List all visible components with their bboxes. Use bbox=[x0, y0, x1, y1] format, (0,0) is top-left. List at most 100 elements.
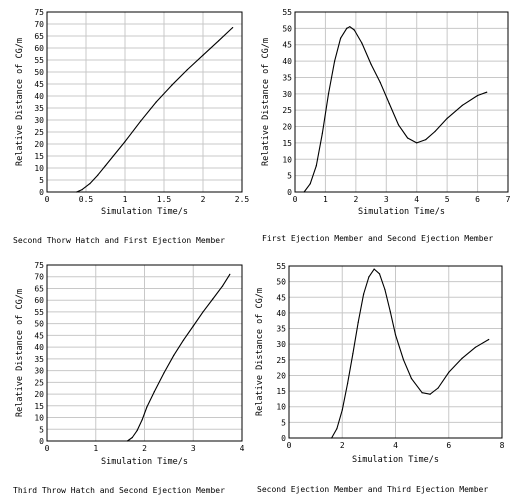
data-point bbox=[232, 27, 234, 29]
chart-caption: Third Throw Hatch and Second Ejection Me… bbox=[13, 486, 225, 495]
y-tick-label: 15 bbox=[34, 152, 44, 161]
data-point bbox=[416, 142, 418, 144]
y-tick-label: 10 bbox=[34, 164, 44, 173]
data-point bbox=[357, 321, 359, 323]
data-point bbox=[461, 104, 463, 106]
y-tick-label: 30 bbox=[34, 367, 44, 376]
data-point bbox=[124, 141, 126, 143]
x-tick-label: 7 bbox=[506, 195, 511, 204]
data-point bbox=[340, 37, 342, 39]
y-tick-label: 15 bbox=[34, 402, 44, 411]
x-tick-label: 8 bbox=[500, 441, 505, 450]
y-tick-label: 65 bbox=[34, 284, 44, 293]
data-point bbox=[327, 93, 330, 95]
data-point bbox=[349, 26, 351, 28]
data-point bbox=[173, 354, 175, 356]
data-point bbox=[370, 63, 372, 65]
series-line bbox=[331, 268, 489, 439]
y-tick-label: 75 bbox=[34, 8, 44, 17]
y-tick-label: 50 bbox=[34, 320, 44, 329]
data-point bbox=[341, 409, 343, 411]
series-line bbox=[76, 27, 233, 193]
y-tick-label: 65 bbox=[34, 32, 44, 41]
data-point bbox=[221, 285, 224, 287]
x-tick-label: 2 bbox=[340, 441, 345, 450]
chart-3: 0 5 10 15 20 25 30 35 40 45 50 55 60 65 70 75 0 1 2 3 4 Simul… bbox=[13, 261, 245, 495]
x-tick-label: 3 bbox=[191, 444, 196, 453]
y-tick-label: 20 bbox=[282, 123, 292, 132]
x-tick-label: 2 bbox=[201, 195, 206, 204]
data-point bbox=[384, 288, 386, 291]
x-tick-label: 1.5 bbox=[157, 195, 172, 204]
data-point bbox=[488, 338, 490, 341]
data-point bbox=[141, 419, 143, 421]
y-tick-label: 75 bbox=[34, 261, 44, 270]
y-tick-label: 55 bbox=[34, 308, 44, 317]
data-point bbox=[389, 310, 391, 312]
data-point bbox=[212, 298, 214, 300]
data-point bbox=[402, 359, 405, 361]
data-point bbox=[434, 130, 436, 133]
y-tick-label: 20 bbox=[276, 371, 286, 380]
y-tick-label: 0 bbox=[39, 437, 44, 446]
data-point bbox=[97, 174, 99, 176]
data-point bbox=[334, 60, 336, 62]
y-axis-label: Relative Distance of CG/m bbox=[15, 38, 25, 166]
plot-frame bbox=[288, 265, 503, 439]
x-tick-label: 6 bbox=[475, 195, 480, 204]
chart-4: 0 5 10 15 20 25 30 35 40 45 50 55 0 2 4 6 8 Simulation Ti… bbox=[255, 262, 505, 494]
y-tick-label: 20 bbox=[34, 390, 44, 399]
y-tick-label: 45 bbox=[282, 41, 292, 50]
y-tick-label: 40 bbox=[276, 309, 286, 318]
y-axis-label: Relative Distance of CG/m bbox=[255, 288, 265, 416]
y-tick-label: 30 bbox=[282, 90, 292, 99]
data-point bbox=[448, 371, 450, 373]
y-tick-label: 35 bbox=[276, 325, 286, 334]
y-tick-label: 45 bbox=[34, 331, 44, 340]
data-point bbox=[315, 165, 317, 167]
data-point bbox=[407, 137, 409, 139]
data-point bbox=[461, 357, 463, 359]
y-tick-label: 70 bbox=[34, 20, 44, 29]
data-point bbox=[76, 191, 78, 193]
y-tick-label: 0 bbox=[39, 188, 44, 197]
plot-frame bbox=[46, 264, 243, 442]
data-point bbox=[202, 311, 204, 313]
y-tick-label: 40 bbox=[282, 57, 292, 66]
data-point bbox=[136, 429, 138, 431]
data-point bbox=[336, 428, 338, 430]
x-tick-label: 4 bbox=[393, 441, 398, 450]
x-axis-label: Simulation Time/s bbox=[101, 207, 188, 217]
data-point bbox=[379, 81, 381, 83]
series-line bbox=[127, 274, 231, 442]
data-point bbox=[361, 42, 363, 44]
x-tick-label: 4 bbox=[240, 444, 245, 453]
chart-caption: Second Thorw Hatch and First Ejection Me… bbox=[13, 236, 225, 245]
y-tick-label: 35 bbox=[34, 355, 44, 364]
x-tick-label: 3 bbox=[384, 195, 389, 204]
plot-frame bbox=[46, 11, 243, 193]
data-point bbox=[353, 29, 355, 31]
y-tick-label: 5 bbox=[39, 425, 44, 434]
y-tick-label: 25 bbox=[34, 128, 44, 137]
y-tick-label: 35 bbox=[34, 104, 44, 113]
y-tick-label: 15 bbox=[276, 387, 286, 396]
data-point bbox=[81, 189, 83, 191]
y-tick-label: 10 bbox=[34, 414, 44, 423]
y-tick-label: 20 bbox=[34, 140, 44, 149]
data-point bbox=[373, 268, 375, 270]
data-point bbox=[153, 391, 155, 393]
data-point bbox=[126, 440, 128, 442]
data-point bbox=[352, 353, 354, 355]
x-tick-label: 0.5 bbox=[79, 195, 94, 204]
y-tick-label: 60 bbox=[34, 296, 44, 305]
chart-caption: Second Ejection Member and Third Ejectio… bbox=[257, 485, 488, 494]
data-point bbox=[363, 293, 365, 295]
y-tick-label: 55 bbox=[34, 56, 44, 65]
data-point bbox=[446, 117, 448, 119]
series-line bbox=[303, 26, 487, 193]
y-tick-label: 15 bbox=[282, 139, 292, 148]
data-point bbox=[218, 40, 220, 42]
data-point bbox=[192, 325, 194, 327]
